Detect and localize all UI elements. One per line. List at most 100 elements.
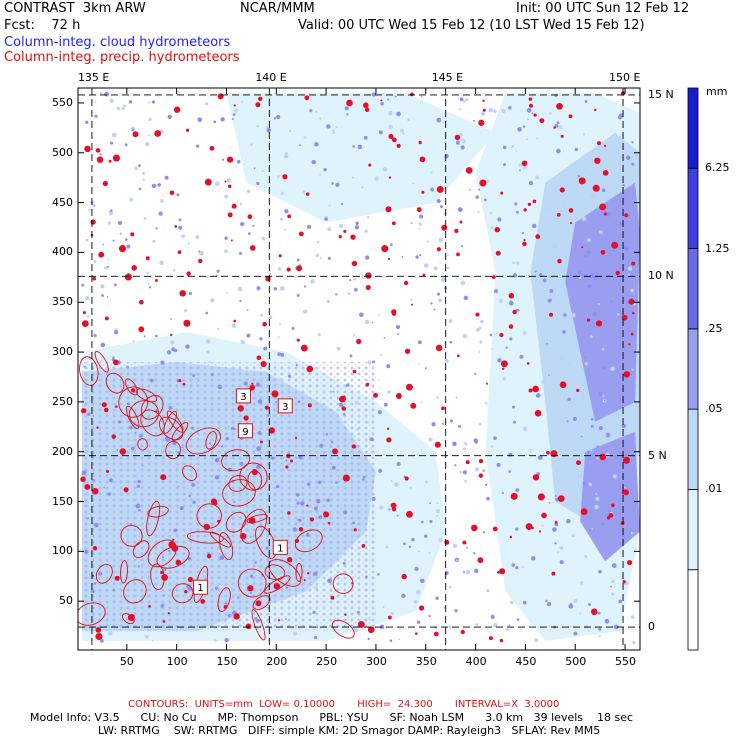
precip-cell [259,440,263,444]
cloud-cell [525,138,529,141]
cloud-cell [267,413,270,417]
precip-cell [187,576,194,583]
cloud-cell [610,300,613,303]
cloud-cell [419,214,424,219]
cloud-cell [224,249,228,254]
cloud-cell [602,366,606,370]
cloud-cell [621,423,627,429]
precip-contour [246,514,268,524]
precip-cell [273,582,281,590]
colorbar-segment [687,569,699,651]
cloud-cell [382,605,385,609]
cloud-cell [353,277,357,281]
cloud-cell [542,278,547,283]
precip-cell [82,311,86,315]
precip-cell [255,600,262,607]
precip-cell [185,128,190,132]
cloud-cell [93,260,97,264]
cloud-cell [588,529,592,532]
cloud-cell [413,599,418,604]
model-info-line1: Model Info: V3.5 CU: No Cu MP: Thompson … [30,711,634,724]
precip-cell [529,103,533,108]
cloud-cell [440,277,446,282]
cloud-cell [588,482,592,487]
precip-cell [404,476,409,481]
cloud-cell [566,420,569,423]
cloud-cell [204,552,208,556]
cloud-cell [511,563,516,567]
precip-cell [182,382,186,386]
cloud-cell [266,127,272,133]
precip-cell [198,258,203,264]
cloud-cell [394,482,399,487]
cloud-cell [137,479,141,484]
cloud-cell [217,327,220,331]
cloud-cell [388,508,391,511]
cloud-cell [593,274,598,280]
cloud-cell [357,144,363,150]
cloud-cell [279,377,283,382]
cloud-cell [162,594,165,597]
cloud-cell [417,340,422,345]
cloud-cell [94,114,98,118]
precip-cell [600,249,606,255]
cloud-cell [430,302,433,305]
colorbar-units: mm [706,85,728,98]
precip-cell [534,409,542,417]
cloud-cell [126,365,129,369]
svg-text:1: 1 [277,543,283,554]
precip-cell [460,629,465,635]
precip-cell [454,228,459,233]
cloud-cell [87,517,90,520]
cloud-cell [216,269,220,273]
cloud-cell [428,437,433,442]
cloud-cell [159,260,164,266]
precip-cell [580,508,588,516]
cloud-cell [385,545,389,549]
precip-cell [492,526,498,532]
cloud-cell [157,183,161,187]
precip-contour [332,573,354,594]
cloud-cell [480,111,486,116]
cloud-cell [378,314,380,317]
cloud-cell [109,141,114,145]
cloud-cell [107,265,109,268]
cloud-cell [151,183,157,189]
precip-cell [401,573,407,580]
cloud-cell [459,470,462,474]
map-frame [77,87,641,651]
cloud-cell [552,244,557,249]
precip-cell [112,154,120,162]
cloud-cell [132,340,135,343]
precip-cell [227,212,233,218]
precip-contour [120,524,143,547]
precip-cell [243,415,249,421]
precip-cell [265,276,271,282]
cloud-cell [475,195,480,199]
cloud-cell [522,331,527,336]
field-label-cloud: Column-integ. cloud hydrometeors [4,35,231,50]
cloud-cell [271,386,275,390]
precip-cell [286,556,293,563]
cloud-cell [137,565,140,568]
cloud-cell [256,181,260,186]
colorbar-level-label: 1.25 [705,241,730,255]
cloud-cell [493,109,497,114]
cloud-cell [497,217,502,222]
precip-cell [497,571,500,574]
cloud-cell [303,585,307,589]
cloud-cell [395,324,401,330]
cloud-cell [353,435,356,438]
cloud-cell [331,182,335,185]
cloud-cell [411,537,415,542]
cloud-cell [264,302,267,305]
precip-cell [623,371,630,378]
cloud-cell [459,97,464,102]
cloud-cell [231,118,234,121]
cloud-cell [436,514,439,518]
cloud-cell [178,218,182,222]
precip-cell [169,333,173,337]
cloud-cell [408,545,412,549]
cloud-cell [454,464,457,467]
cloud-cell [117,220,123,226]
